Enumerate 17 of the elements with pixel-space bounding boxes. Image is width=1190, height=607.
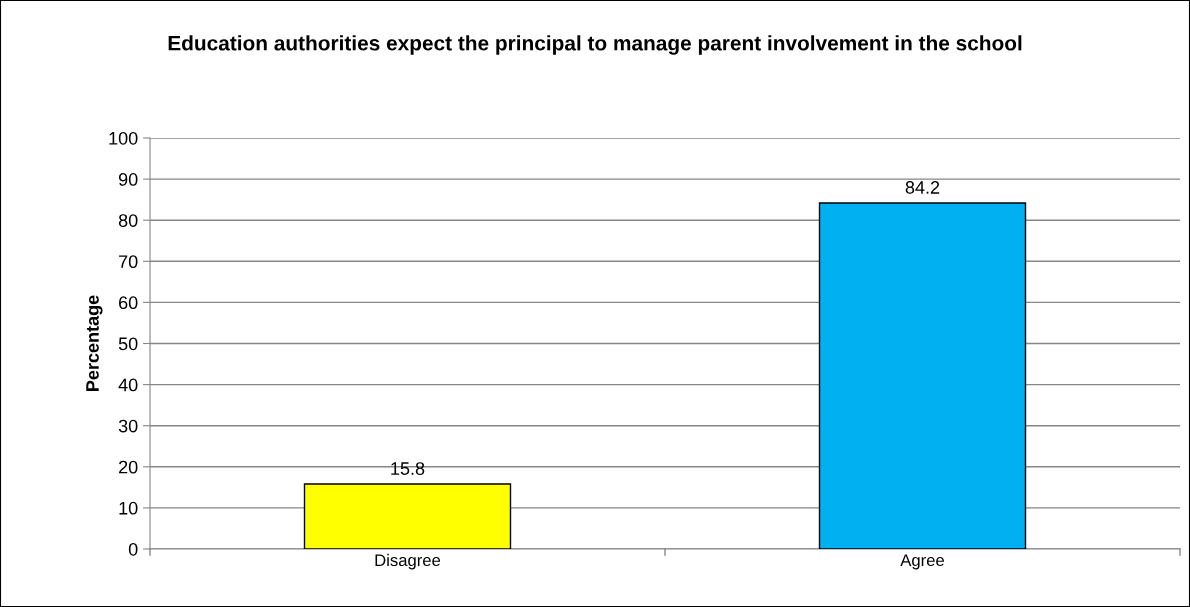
x-tick-label: Disagree [375, 553, 441, 570]
y-tick-label: 10 [119, 501, 138, 515]
chart-title: Education authorities expect the principal to manage parent involvement in the school [168, 35, 1022, 55]
data-label: 84.2 [905, 181, 940, 194]
y-tick-label: 50 [118, 337, 138, 351]
y-tick-label: 30 [118, 419, 138, 433]
y-tick-label: 60 [119, 296, 138, 310]
y-tick-label: 80 [118, 214, 138, 227]
y-tick-label: 70 [119, 255, 138, 269]
y-tick-label: 100 [109, 131, 138, 145]
y-tick-label: 0 [128, 542, 138, 556]
data-label: 15.8 [391, 462, 425, 475]
y-tick-label: 40 [118, 378, 138, 392]
y-axis-title: Percentage [86, 295, 103, 391]
y-tick-label: 20 [119, 460, 138, 474]
y-tick-label: 90 [118, 173, 138, 186]
x-tick-label: Agree [900, 554, 944, 570]
